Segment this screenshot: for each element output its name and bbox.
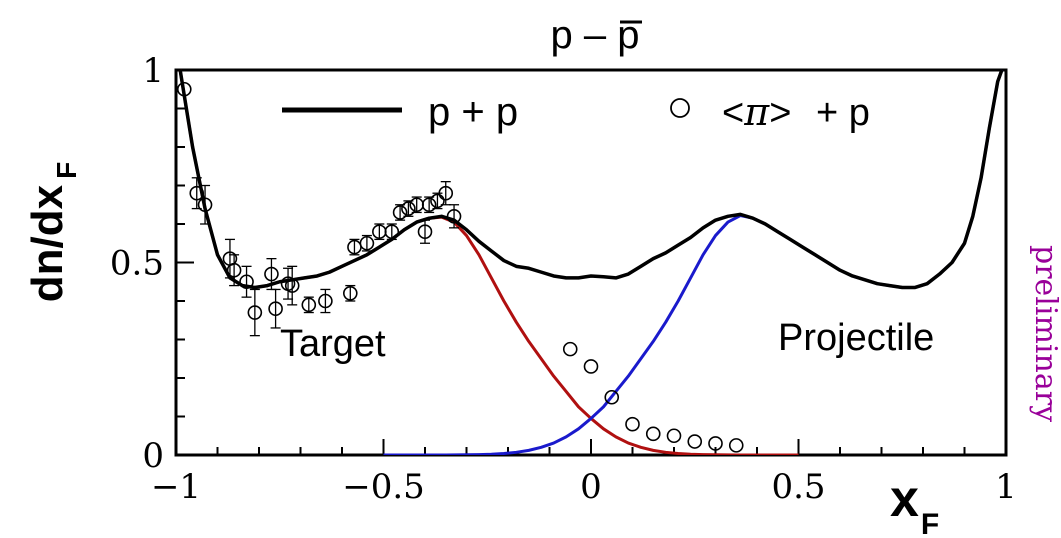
x-tick-label: 0.5 (771, 467, 825, 507)
data-point (438, 185, 454, 201)
x-tick-label: −1 (151, 467, 201, 507)
target-annotation: Target (280, 323, 386, 365)
y-axis-label-main: dn/dx (23, 184, 72, 302)
y-axis-label: dn/dx F (23, 162, 82, 302)
data-point (189, 185, 205, 201)
data-point (284, 278, 300, 293)
data-point (430, 193, 445, 209)
data-point (268, 301, 283, 317)
data-point (359, 235, 375, 251)
data-point (347, 239, 362, 255)
data-point (384, 224, 400, 239)
chart-title-pbar: p (617, 13, 639, 57)
legend-marker-label: <π> + p (722, 90, 870, 134)
series-lines (178, 69, 1004, 455)
y-axis-label-sub: F (51, 162, 82, 179)
data-point (421, 197, 437, 213)
data-point (226, 262, 242, 278)
x-tick-label: 0 (580, 467, 602, 507)
svg-text:dn/dxF: dn/dx F (23, 162, 82, 302)
data-point (604, 389, 620, 405)
data-point (401, 201, 416, 216)
data-point (625, 416, 640, 432)
legend-marker-label-lt: < (722, 92, 744, 134)
projectile-annotation: Projectile (778, 317, 934, 359)
legend-marker-label-rest: + p (805, 92, 869, 134)
data-point (728, 438, 744, 453)
data-point (446, 209, 462, 224)
data-point (318, 293, 333, 309)
x-axis-label-sub: F (921, 508, 939, 538)
data-point (687, 434, 703, 449)
y-tick-label: 0.5 (110, 244, 164, 284)
legend-line-label: p + p (428, 90, 518, 134)
x-axis-label-main: x (890, 470, 919, 528)
data-point (645, 426, 661, 442)
data-point (342, 285, 358, 301)
x-tick-label: −0.5 (342, 467, 425, 507)
data-point (409, 197, 425, 213)
preliminary-label: preliminary (1028, 245, 1061, 422)
data-point (197, 197, 213, 213)
legend-marker-swatch (670, 98, 690, 118)
data-point (301, 297, 317, 313)
data-point (417, 224, 433, 239)
data-point (239, 274, 254, 290)
plot-frame (174, 68, 1008, 457)
x-axis: −1 −0.5 0 0.5 1 (151, 439, 1017, 507)
chart-title-prefix: p – (551, 13, 618, 57)
total-curve (178, 69, 1004, 290)
legend-marker-label-pi: π (743, 90, 770, 134)
legend: p + p <π> + p (282, 90, 870, 134)
data-point (264, 266, 279, 282)
data-point (562, 341, 578, 357)
data-point (583, 359, 599, 374)
preliminary-label-group: preliminary (1028, 245, 1061, 422)
y-tick-label: 1 (142, 51, 164, 91)
y-tick-label: 0 (142, 436, 164, 476)
series-points (177, 81, 744, 453)
chart-title: p – p (551, 13, 640, 57)
data-point (247, 305, 263, 320)
data-point (177, 81, 192, 97)
x-axis-label: xF (890, 470, 939, 538)
data-point (666, 428, 682, 444)
x-tick-label: 1 (995, 467, 1017, 507)
y-axis: 00.51 (110, 51, 194, 476)
data-point (372, 224, 387, 239)
legend-marker-label-gt: > (769, 92, 791, 134)
data-point (392, 205, 408, 220)
data-point (708, 436, 723, 451)
